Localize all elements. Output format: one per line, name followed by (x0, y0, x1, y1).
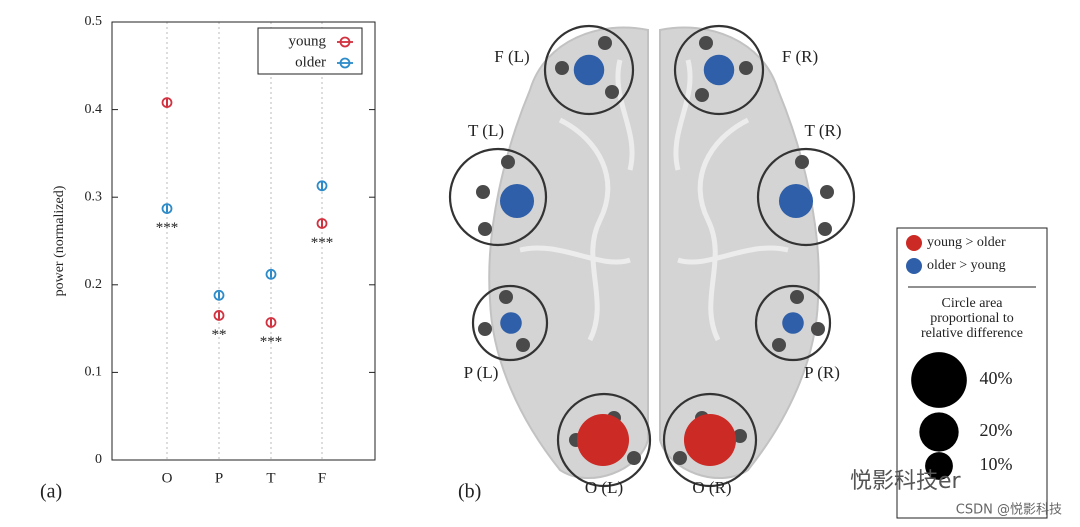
electrode (598, 36, 612, 50)
y-tick-label: 0 (95, 452, 102, 467)
significance: *** (311, 235, 334, 251)
marker (161, 97, 173, 108)
electrode (555, 61, 569, 75)
significance: *** (260, 334, 283, 350)
size-legend-label: 10% (980, 454, 1013, 474)
region-outline (448, 147, 548, 247)
y-tick-label: 0.1 (85, 365, 103, 380)
region-outline (756, 147, 856, 247)
size-legend-circle (925, 452, 953, 480)
x-tick-label: T (266, 470, 275, 486)
electrode (818, 222, 832, 236)
size-legend-label: 20% (980, 420, 1013, 440)
difference-circle (499, 183, 535, 219)
electrode (733, 429, 747, 443)
y-tick-label: 0.4 (85, 102, 103, 117)
electrode (673, 451, 687, 465)
marker (161, 203, 173, 214)
electrode (820, 185, 834, 199)
significance: ** (212, 327, 227, 343)
region-label: O (R) (692, 478, 731, 497)
marker (316, 180, 328, 192)
region-label: P (L) (464, 363, 499, 382)
y-tick-label: 0.2 (85, 277, 103, 292)
legend-swatch (339, 36, 351, 48)
difference-circle (703, 54, 735, 86)
electrode (795, 155, 809, 169)
electrode (478, 222, 492, 236)
difference-circle (576, 413, 630, 467)
electrode (811, 322, 825, 336)
size-legend-label: 40% (980, 368, 1013, 388)
legend-swatch (339, 57, 351, 69)
electrode (476, 185, 490, 199)
electrode (605, 85, 619, 99)
region-label: T (R) (805, 121, 842, 140)
marker (213, 289, 225, 301)
brain-outline (488, 26, 820, 480)
electrode (695, 88, 709, 102)
difference-circle (782, 312, 804, 334)
electrode (499, 290, 513, 304)
difference-circle (778, 183, 814, 219)
region-label: P (R) (804, 363, 840, 382)
legend-label: young > older (927, 235, 1006, 250)
legend-label: young (289, 33, 327, 49)
electrode (772, 338, 786, 352)
region-label: F (L) (494, 47, 529, 66)
legend-label: older > young (927, 258, 1006, 273)
difference-circle (500, 312, 522, 334)
electrode (627, 451, 641, 465)
marker (265, 268, 277, 280)
legend-swatch (906, 235, 922, 251)
region-outline (754, 284, 832, 362)
size-legend-circle (919, 412, 959, 452)
electrode (790, 290, 804, 304)
region-outline (543, 24, 635, 116)
size-legend-title: relative difference (921, 326, 1023, 341)
size-legend-title: Circle area (941, 296, 1003, 311)
significance: *** (156, 220, 179, 236)
watermark-credit: CSDN @悦影科技 (956, 503, 1062, 518)
plot-frame (111, 21, 376, 461)
electrode (478, 322, 492, 336)
region-label: T (L) (468, 121, 504, 140)
difference-circle (573, 54, 605, 86)
y-tick-label: 0.3 (85, 189, 103, 204)
region-label: O (L) (585, 478, 623, 497)
legend-box (257, 27, 363, 75)
y-tick-label: 0.5 (85, 14, 103, 29)
marker (213, 310, 225, 321)
size-legend-title: proportional to (930, 311, 1014, 326)
x-tick-label: O (162, 470, 173, 486)
panel-label: (b) (458, 481, 481, 503)
region-outline (471, 284, 549, 362)
x-tick-label: F (318, 470, 326, 486)
electrode (501, 155, 515, 169)
marker (316, 218, 328, 229)
size-legend-circle (911, 352, 967, 408)
electrode (699, 36, 713, 50)
brain-folds (519, 59, 789, 342)
electrode (739, 61, 753, 75)
y-axis-label: power (normalized) (52, 185, 67, 296)
x-tick-label: P (215, 470, 223, 486)
marker (265, 317, 277, 328)
watermark: 悦影科技er (850, 469, 962, 494)
region-outline (673, 24, 765, 116)
legend-swatch (906, 258, 922, 274)
electrode (516, 338, 530, 352)
region-outline (662, 392, 758, 488)
legend-label: older (295, 54, 326, 70)
panel-label: (a) (40, 481, 62, 503)
region-label: F (R) (782, 47, 818, 66)
region-outline (556, 392, 652, 488)
difference-circle (683, 413, 737, 467)
